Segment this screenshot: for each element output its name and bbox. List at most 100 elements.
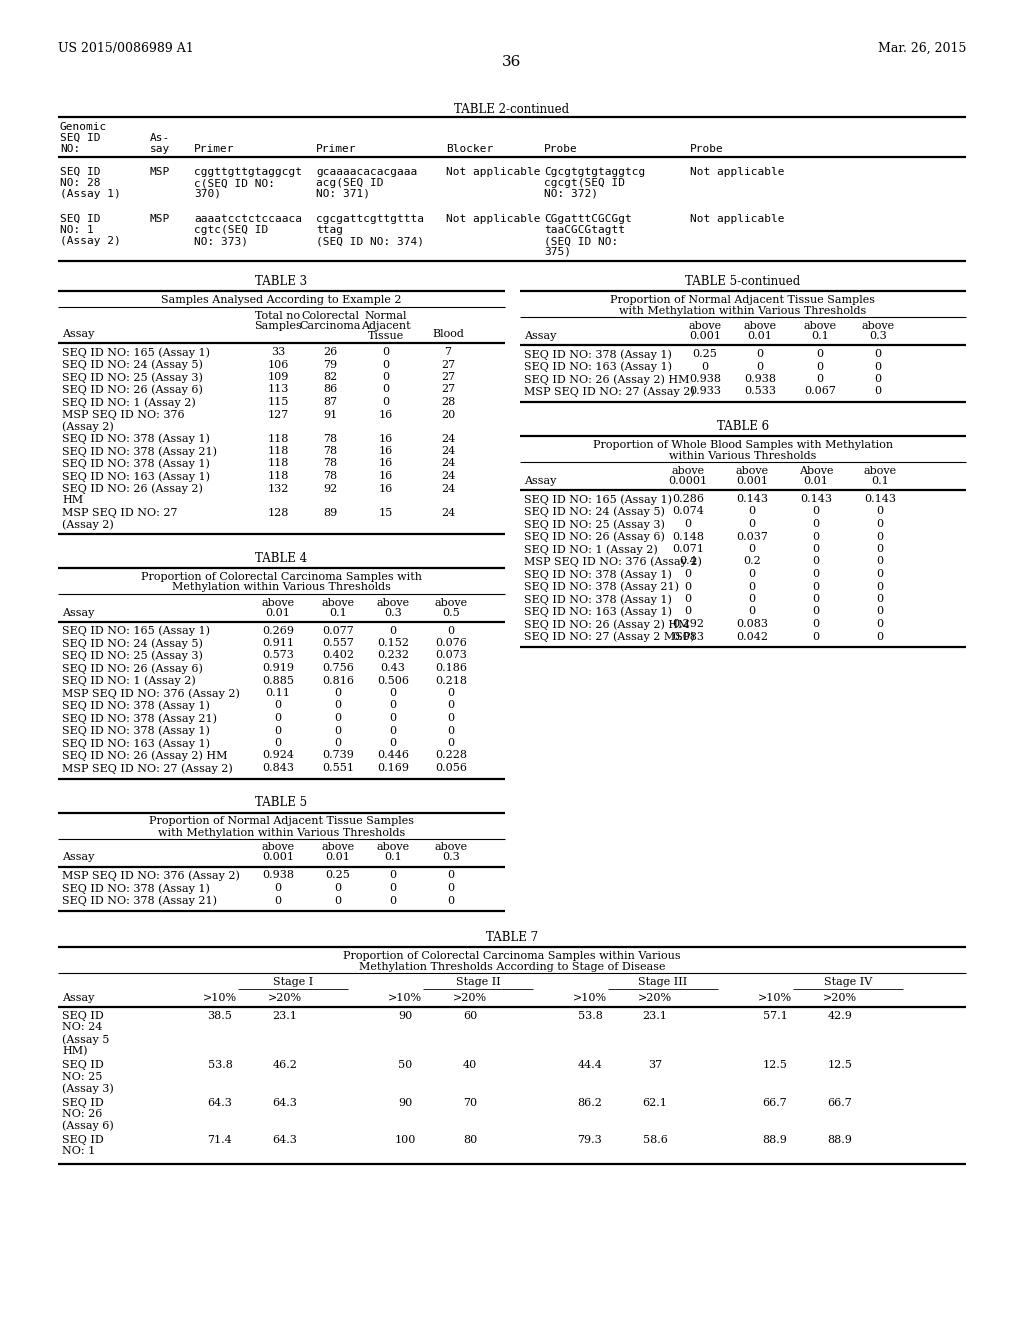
Text: 0.402: 0.402 bbox=[322, 651, 354, 660]
Text: 0.01: 0.01 bbox=[265, 607, 291, 618]
Text: 0.1: 0.1 bbox=[811, 331, 828, 341]
Text: taaCGCGtagtt: taaCGCGtagtt bbox=[544, 224, 625, 235]
Text: 24: 24 bbox=[441, 471, 455, 480]
Text: 0: 0 bbox=[335, 738, 342, 748]
Text: above: above bbox=[743, 321, 776, 331]
Text: with Methylation within Various Thresholds: with Methylation within Various Threshol… bbox=[158, 828, 406, 837]
Text: 0: 0 bbox=[684, 606, 691, 616]
Text: SEQ ID: SEQ ID bbox=[60, 168, 100, 177]
Text: MSP SEQ ID NO: 376 (Assay 2): MSP SEQ ID NO: 376 (Assay 2) bbox=[62, 870, 240, 880]
Text: 0.924: 0.924 bbox=[262, 751, 294, 760]
Text: 0.816: 0.816 bbox=[322, 676, 354, 685]
Text: 78: 78 bbox=[323, 458, 337, 469]
Text: 0: 0 bbox=[447, 895, 455, 906]
Text: SEQ ID: SEQ ID bbox=[62, 1097, 103, 1107]
Text: say: say bbox=[150, 144, 170, 154]
Text: acg(SEQ ID: acg(SEQ ID bbox=[316, 178, 384, 187]
Text: Proportion of Whole Blood Samples with Methylation: Proportion of Whole Blood Samples with M… bbox=[593, 440, 893, 450]
Text: 0: 0 bbox=[447, 701, 455, 710]
Text: SEQ ID NO: 26 (Assay 2) HM: SEQ ID NO: 26 (Assay 2) HM bbox=[524, 619, 689, 630]
Text: 0: 0 bbox=[335, 688, 342, 698]
Text: 0.43: 0.43 bbox=[381, 663, 406, 673]
Text: 0.067: 0.067 bbox=[804, 387, 836, 396]
Text: Proportion of Colorectal Carcinoma Samples with: Proportion of Colorectal Carcinoma Sampl… bbox=[141, 572, 422, 582]
Text: 24: 24 bbox=[441, 458, 455, 469]
Text: 0.885: 0.885 bbox=[262, 676, 294, 685]
Text: 26: 26 bbox=[323, 347, 337, 356]
Text: 0: 0 bbox=[389, 738, 396, 748]
Text: 0.074: 0.074 bbox=[672, 507, 703, 516]
Text: NO: 1: NO: 1 bbox=[62, 1147, 95, 1156]
Text: SEQ ID NO: 378 (Assay 1): SEQ ID NO: 378 (Assay 1) bbox=[62, 726, 210, 737]
Text: Colorectal: Colorectal bbox=[301, 312, 359, 321]
Text: 127: 127 bbox=[267, 409, 289, 420]
Text: 89: 89 bbox=[323, 507, 337, 517]
Text: 12.5: 12.5 bbox=[827, 1060, 852, 1071]
Text: 0.551: 0.551 bbox=[322, 763, 354, 774]
Text: 115: 115 bbox=[267, 397, 289, 407]
Text: (Assay 3): (Assay 3) bbox=[62, 1082, 114, 1093]
Text: MSP SEQ ID NO: 27: MSP SEQ ID NO: 27 bbox=[62, 507, 177, 517]
Text: 0: 0 bbox=[812, 619, 819, 630]
Text: 0: 0 bbox=[749, 544, 756, 554]
Text: above: above bbox=[322, 598, 354, 607]
Text: 40: 40 bbox=[463, 1060, 477, 1071]
Text: 0.3: 0.3 bbox=[384, 607, 401, 618]
Text: 80: 80 bbox=[463, 1135, 477, 1144]
Text: NO: 26: NO: 26 bbox=[62, 1109, 102, 1119]
Text: 0.292: 0.292 bbox=[672, 619, 705, 630]
Text: cggttgttgtaggcgt: cggttgttgtaggcgt bbox=[194, 168, 302, 177]
Text: Blocker: Blocker bbox=[446, 144, 494, 154]
Text: (Assay 2): (Assay 2) bbox=[62, 421, 114, 432]
Text: Primer: Primer bbox=[194, 144, 234, 154]
Text: 66.7: 66.7 bbox=[763, 1097, 787, 1107]
Text: 16: 16 bbox=[379, 471, 393, 480]
Text: 0.506: 0.506 bbox=[377, 676, 409, 685]
Text: >10%: >10% bbox=[203, 993, 238, 1003]
Text: 60: 60 bbox=[463, 1011, 477, 1020]
Text: 0: 0 bbox=[447, 870, 455, 880]
Text: 16: 16 bbox=[379, 446, 393, 455]
Text: TABLE 5-continued: TABLE 5-continued bbox=[685, 275, 801, 288]
Text: Assay: Assay bbox=[62, 993, 94, 1003]
Text: (Assay 2): (Assay 2) bbox=[60, 236, 121, 246]
Text: 0.01: 0.01 bbox=[804, 477, 828, 486]
Text: SEQ ID NO: 27 (Assay 2 MSP): SEQ ID NO: 27 (Assay 2 MSP) bbox=[524, 631, 694, 642]
Text: 0: 0 bbox=[684, 582, 691, 591]
Text: 92: 92 bbox=[323, 483, 337, 494]
Text: 87: 87 bbox=[323, 397, 337, 407]
Text: 0: 0 bbox=[749, 507, 756, 516]
Text: 0: 0 bbox=[335, 701, 342, 710]
Text: SEQ ID NO: 378 (Assay 21): SEQ ID NO: 378 (Assay 21) bbox=[62, 446, 217, 457]
Text: 0: 0 bbox=[877, 631, 884, 642]
Text: 0: 0 bbox=[816, 348, 823, 359]
Text: 90: 90 bbox=[398, 1011, 412, 1020]
Text: 0.083: 0.083 bbox=[672, 631, 705, 642]
Text: Not applicable: Not applicable bbox=[446, 168, 541, 177]
Text: TABLE 7: TABLE 7 bbox=[486, 931, 538, 944]
Text: HM): HM) bbox=[62, 1045, 87, 1056]
Text: MSP SEQ ID NO: 376: MSP SEQ ID NO: 376 bbox=[62, 409, 184, 420]
Text: 0: 0 bbox=[447, 726, 455, 735]
Text: 7: 7 bbox=[444, 347, 452, 356]
Text: 0: 0 bbox=[749, 594, 756, 605]
Text: 79.3: 79.3 bbox=[578, 1135, 602, 1144]
Text: 0: 0 bbox=[447, 883, 455, 894]
Text: 86: 86 bbox=[323, 384, 337, 395]
Text: SEQ ID: SEQ ID bbox=[60, 214, 100, 224]
Text: 0: 0 bbox=[874, 362, 882, 371]
Text: NO: 371): NO: 371) bbox=[316, 189, 370, 199]
Text: SEQ ID NO: 25 (Assay 3): SEQ ID NO: 25 (Assay 3) bbox=[62, 651, 203, 661]
Text: 62.1: 62.1 bbox=[643, 1097, 668, 1107]
Text: (Assay 5: (Assay 5 bbox=[62, 1034, 110, 1044]
Text: 0: 0 bbox=[701, 362, 709, 371]
Text: 58.6: 58.6 bbox=[643, 1135, 668, 1144]
Text: SEQ ID NO: 163 (Assay 1): SEQ ID NO: 163 (Assay 1) bbox=[524, 606, 672, 616]
Text: 0.5: 0.5 bbox=[442, 607, 460, 618]
Text: 57.1: 57.1 bbox=[763, 1011, 787, 1020]
Text: Not applicable: Not applicable bbox=[690, 168, 784, 177]
Text: 132: 132 bbox=[267, 483, 289, 494]
Text: 16: 16 bbox=[379, 458, 393, 469]
Text: 0: 0 bbox=[382, 372, 389, 381]
Text: MSP: MSP bbox=[150, 214, 170, 224]
